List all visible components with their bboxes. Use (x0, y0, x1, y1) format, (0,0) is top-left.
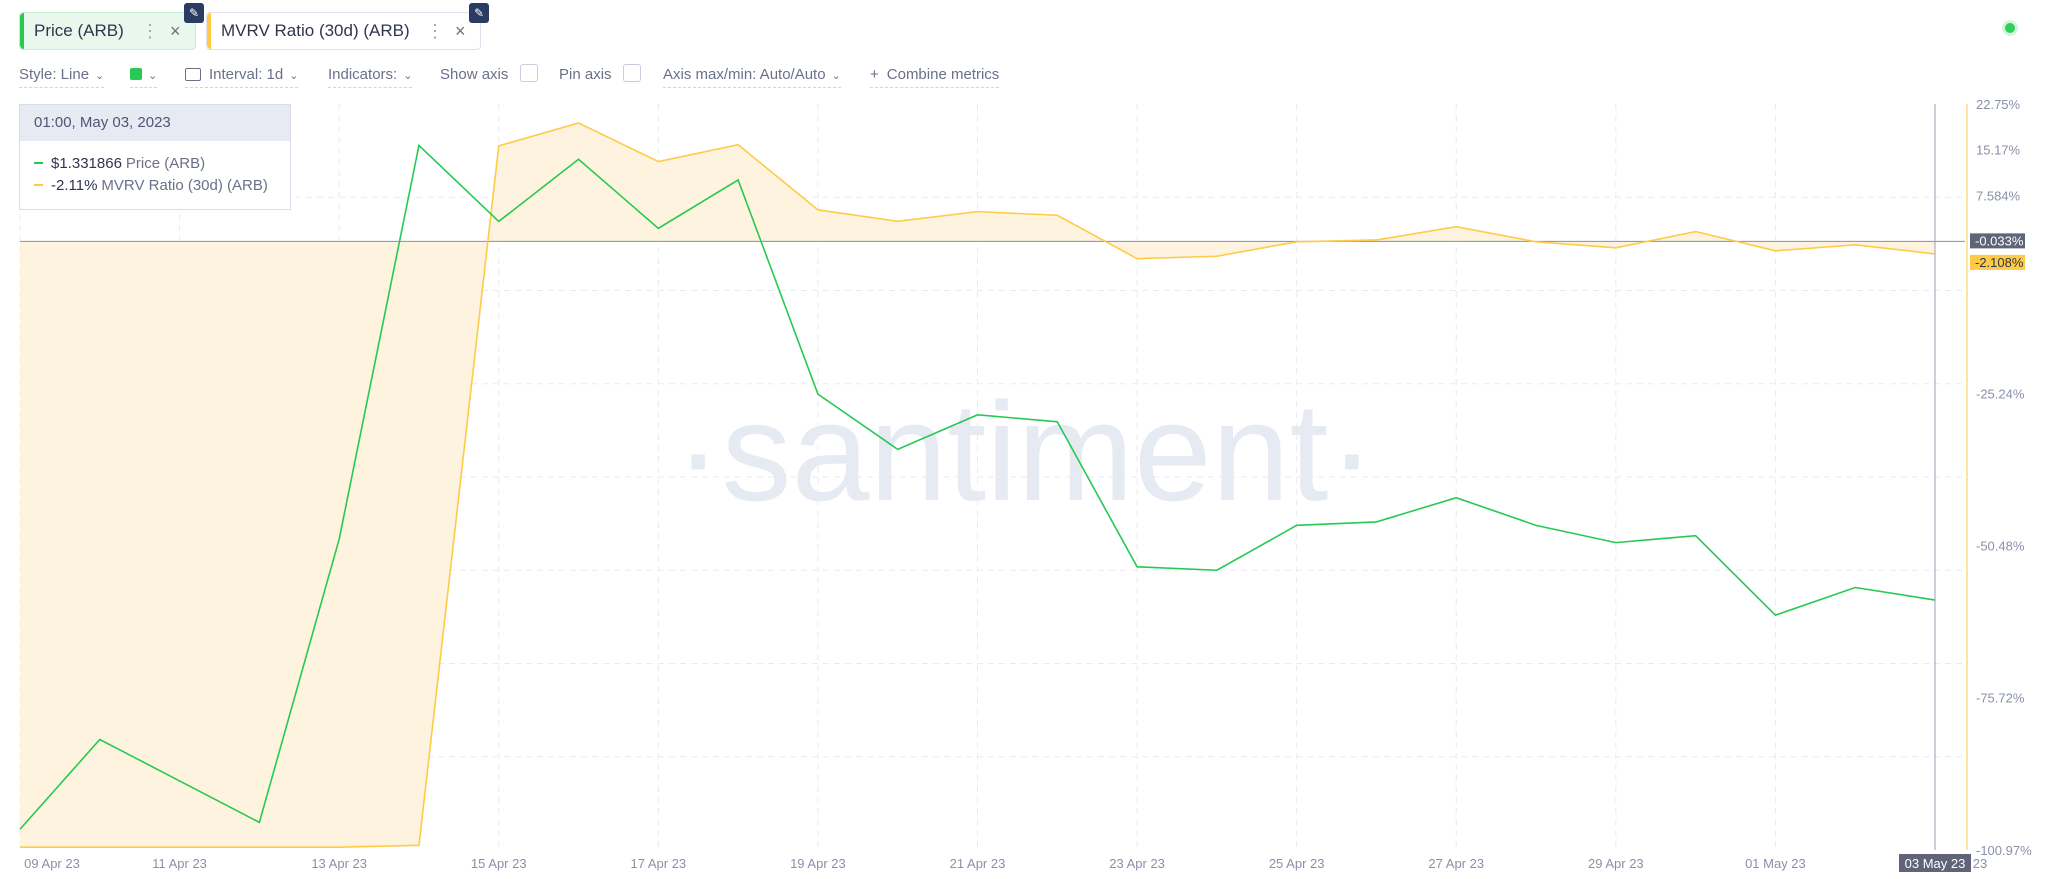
chevron-down-icon: ⌄ (148, 70, 158, 82)
x-tick-label: 01 May 23 (1745, 856, 1806, 871)
x-tick-label: 09 Apr 23 (24, 856, 80, 871)
legend-mark (34, 162, 43, 164)
chevron-down-icon: ⌄ (95, 70, 105, 82)
more-menu-icon[interactable]: ⋮ (141, 20, 159, 41)
x-tick-label: 27 Apr 23 (1428, 856, 1484, 871)
x-tick-label: 29 Apr 23 (1588, 856, 1644, 871)
chevron-down-icon: ⌄ (831, 70, 841, 82)
mvrv-area (20, 122, 1935, 848)
metric-label: MVRV Ratio (30d) (ARB) (221, 21, 410, 40)
axis-minmax-label: Axis max/min: Auto/Auto (663, 66, 826, 83)
x-tick-label: 13 Apr 23 (311, 856, 367, 871)
color-select[interactable]: ⌄ (130, 66, 158, 88)
y-tick-label: -50.48% (1976, 539, 2025, 554)
ruler-icon (185, 68, 201, 81)
color-swatch (130, 68, 142, 80)
tooltip-series-name: Price (ARB) (125, 155, 206, 172)
metric-color-bar (207, 13, 211, 49)
watermark: ·santiment· (675, 373, 1375, 530)
y-tick-label: 22.75% (1976, 97, 2021, 112)
legend-mark (34, 184, 43, 186)
close-icon[interactable]: × (455, 20, 466, 41)
metric-color-bar (20, 13, 24, 49)
tooltip-series-name: MVRV Ratio (30d) (ARB) (101, 177, 268, 194)
x-axis: 09 Apr 23 11 Apr 23 13 Apr 23 15 Apr 23 17 A… (24, 854, 1987, 872)
show-axis-checkbox[interactable] (520, 64, 538, 82)
metric-tab-mvrv[interactable]: MVRV Ratio (30d) (ARB) ⋮ × (206, 12, 481, 50)
mvrv-line (20, 122, 1936, 848)
reference-value-tag (1970, 233, 2025, 249)
x-tick-label: 19 Apr 23 (790, 856, 846, 871)
price-line (19, 143, 1936, 830)
mvrv-area-fill (20, 122, 1935, 848)
show-axis-label: Show axis (440, 66, 509, 83)
x-tick-label: 17 Apr 23 (631, 856, 687, 871)
indicators-label: Indicators: (328, 66, 398, 83)
current-value-tag (1970, 254, 2025, 270)
reference-value-label: -0.033% (1975, 233, 2024, 248)
axis-minmax-select[interactable]: Axis max/min: Auto/Auto ⌄ (663, 66, 841, 88)
x-tick-label: 15 Apr 23 (471, 856, 527, 871)
tooltip-value: $1.331866 (51, 155, 122, 172)
logo-icon: ✎ (469, 3, 489, 23)
tooltip-row-price: $1.331866 Price (ARB) (34, 155, 205, 172)
y-tick-label: -25.24% (1976, 386, 2025, 401)
chevron-down-icon: ⌄ (403, 70, 413, 82)
y-tick-label: -100.97% (1976, 843, 2032, 858)
close-icon[interactable]: × (170, 20, 181, 41)
current-value-label: -2.108% (1975, 255, 2024, 270)
more-menu-icon[interactable]: ⋮ (426, 20, 444, 41)
interval-select[interactable]: Interval: 1d ⌄ (185, 66, 299, 88)
right-y-axis: 22.75% 15.17% 7.584% -25.24% -50.48% -75.72% -… (1966, 97, 2032, 858)
x-tick-label: 25 Apr 23 (1269, 856, 1325, 871)
y-tick-label: 15.17% (1976, 143, 2021, 158)
chart-tooltip: 01:00, May 03, 2023 $1.331866 Price (ARB)… (19, 104, 291, 210)
pin-axis-label: Pin axis (559, 66, 612, 83)
series-lines (19, 122, 1936, 848)
tooltip-date: 01:00, May 03, 2023 (20, 105, 290, 141)
x-highlight-tag (1899, 854, 1971, 872)
combine-metrics-button[interactable]: + Combine metrics (870, 66, 1000, 88)
interval-label: Interval: 1d (209, 66, 284, 83)
pin-axis-checkbox[interactable] (623, 64, 641, 82)
x-tick-label: 21 Apr 23 (950, 856, 1006, 871)
y-tick-label: -75.72% (1976, 691, 2025, 706)
combine-metrics-label: Combine metrics (886, 66, 1000, 83)
style-select[interactable]: Style: Line ⌄ (19, 66, 105, 88)
status-indicator (2005, 23, 2015, 33)
logo-icon: ✎ (184, 3, 204, 23)
chevron-down-icon: ⌄ (289, 70, 299, 82)
metric-label: Price (ARB) (34, 21, 124, 40)
style-label: Style: Line (19, 66, 90, 83)
tooltip-row-mvrv: -2.11% MVRV Ratio (30d) (ARB) (34, 177, 268, 194)
x-tick-label: 23 Apr 23 (1109, 856, 1165, 871)
plus-icon: + (870, 66, 879, 83)
tooltip-value: -2.11% (51, 177, 98, 194)
y-tick-label: 7.584% (1976, 188, 2021, 203)
metric-tab-price[interactable]: Price (ARB) ⋮ × (19, 12, 196, 50)
indicators-select[interactable]: Indicators: ⌄ (328, 66, 413, 88)
x-tick-label: 23 (1973, 856, 1987, 871)
x-tick-label: 11 Apr 23 (152, 856, 207, 871)
x-tick-label: 03 May 23 (1905, 856, 1966, 871)
